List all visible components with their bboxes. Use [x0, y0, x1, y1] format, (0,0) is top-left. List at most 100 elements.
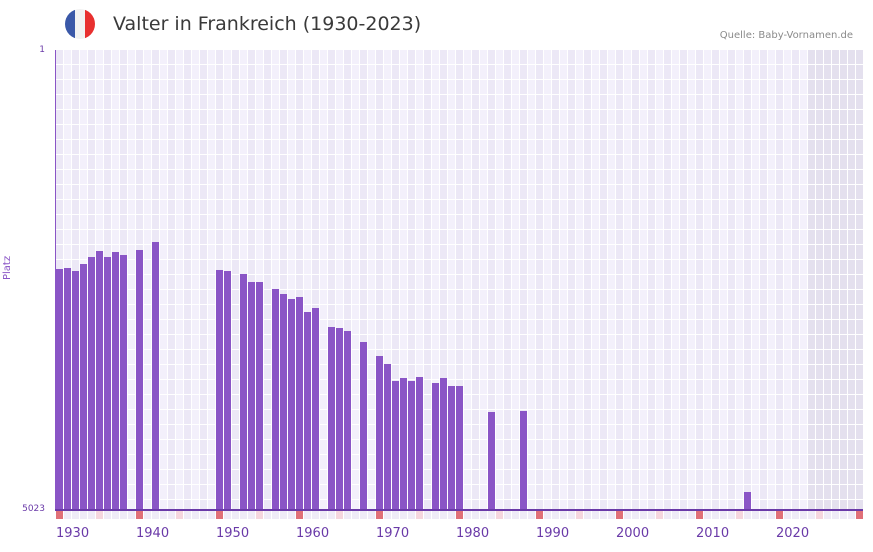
bar-1940[interactable] [136, 249, 143, 510]
year-marker [200, 511, 207, 519]
year-marker [184, 511, 191, 519]
bar-1972[interactable] [392, 381, 399, 510]
bar-1960[interactable] [296, 297, 303, 510]
source-credit: Quelle: Baby-Vornamen.de [719, 30, 853, 41]
year-marker [824, 511, 831, 519]
year-marker [832, 511, 839, 519]
bar-1977[interactable] [432, 382, 439, 510]
year-marker [856, 511, 863, 519]
grid-column [824, 50, 831, 510]
bar-1973[interactable] [400, 378, 407, 510]
year-marker [568, 511, 575, 519]
year-marker [112, 511, 119, 519]
bar-1954[interactable] [248, 282, 255, 510]
bar-2016[interactable] [744, 491, 751, 510]
year-marker [136, 511, 143, 519]
year-marker [360, 511, 367, 519]
bar-1950[interactable] [216, 270, 223, 510]
grid-column [840, 50, 847, 510]
bar-1958[interactable] [280, 294, 287, 510]
bar-1978[interactable] [440, 378, 447, 510]
bar-1974[interactable] [408, 381, 415, 510]
bar-1933[interactable] [80, 263, 87, 510]
year-marker [736, 511, 743, 519]
year-marker [720, 511, 727, 519]
grid-column [816, 50, 823, 510]
bar-1930[interactable] [56, 269, 63, 510]
grid-column [752, 50, 759, 510]
bar-1984[interactable] [488, 412, 495, 510]
grid-column [832, 50, 839, 510]
year-marker [248, 511, 255, 519]
bar-1965[interactable] [336, 328, 343, 510]
bar-1980[interactable] [456, 385, 463, 510]
bar-1936[interactable] [104, 257, 111, 510]
bar-1961[interactable] [304, 311, 311, 510]
year-marker [712, 511, 719, 519]
grid-column [480, 50, 487, 510]
bar-1935[interactable] [96, 250, 103, 510]
year-marker [656, 511, 663, 519]
grid-column [640, 50, 647, 510]
bar-1988[interactable] [520, 410, 527, 510]
bar-1971[interactable] [384, 364, 391, 510]
year-marker [584, 511, 591, 519]
x-tick-label: 2020 [776, 526, 810, 541]
year-marker [784, 511, 791, 519]
bar-1931[interactable] [64, 268, 71, 510]
grid-column [560, 50, 567, 510]
y-tick-bottom: 5023 [22, 504, 45, 514]
year-marker [368, 511, 375, 519]
bar-1957[interactable] [272, 288, 279, 510]
grid-column [576, 50, 583, 510]
bar-1932[interactable] [72, 271, 79, 510]
grid-column [720, 50, 727, 510]
year-marker [392, 511, 399, 519]
bar-1942[interactable] [152, 242, 159, 510]
year-marker [488, 511, 495, 519]
year-marker [672, 511, 679, 519]
year-marker [376, 511, 383, 519]
bar-1951[interactable] [224, 271, 231, 510]
grid-column [528, 50, 535, 510]
bar-1953[interactable] [240, 274, 247, 510]
y-tick-top: 1 [39, 45, 45, 55]
year-marker [240, 511, 247, 519]
bar-1937[interactable] [112, 251, 119, 510]
bar-1968[interactable] [360, 342, 367, 510]
year-marker [120, 511, 127, 519]
year-marker [96, 511, 103, 519]
bar-1938[interactable] [120, 255, 127, 510]
grid-column [712, 50, 719, 510]
bar-1964[interactable] [328, 327, 335, 510]
year-marker [592, 511, 599, 519]
year-marker [320, 511, 327, 519]
year-marker [816, 511, 823, 519]
bar-1959[interactable] [288, 298, 295, 510]
bar-1979[interactable] [448, 385, 455, 510]
grid-column [536, 50, 543, 510]
grid-column [160, 50, 167, 510]
year-marker [440, 511, 447, 519]
grid-column [208, 50, 215, 510]
year-marker [472, 511, 479, 519]
year-marker [128, 511, 135, 519]
year-marker [416, 511, 423, 519]
bar-1966[interactable] [344, 331, 351, 510]
france-flag-icon [65, 9, 95, 39]
bar-1970[interactable] [376, 356, 383, 510]
grid-column [512, 50, 519, 510]
year-marker [552, 511, 559, 519]
year-marker [304, 511, 311, 519]
bar-1934[interactable] [88, 257, 95, 510]
bar-1955[interactable] [256, 282, 263, 510]
year-marker [536, 511, 543, 519]
year-marker [152, 511, 159, 519]
bar-1975[interactable] [416, 377, 423, 510]
bar-1962[interactable] [312, 308, 319, 510]
year-marker [528, 511, 535, 519]
grid-column [128, 50, 135, 510]
year-marker [144, 511, 151, 519]
year-marker [216, 511, 223, 519]
year-marker [744, 511, 751, 519]
